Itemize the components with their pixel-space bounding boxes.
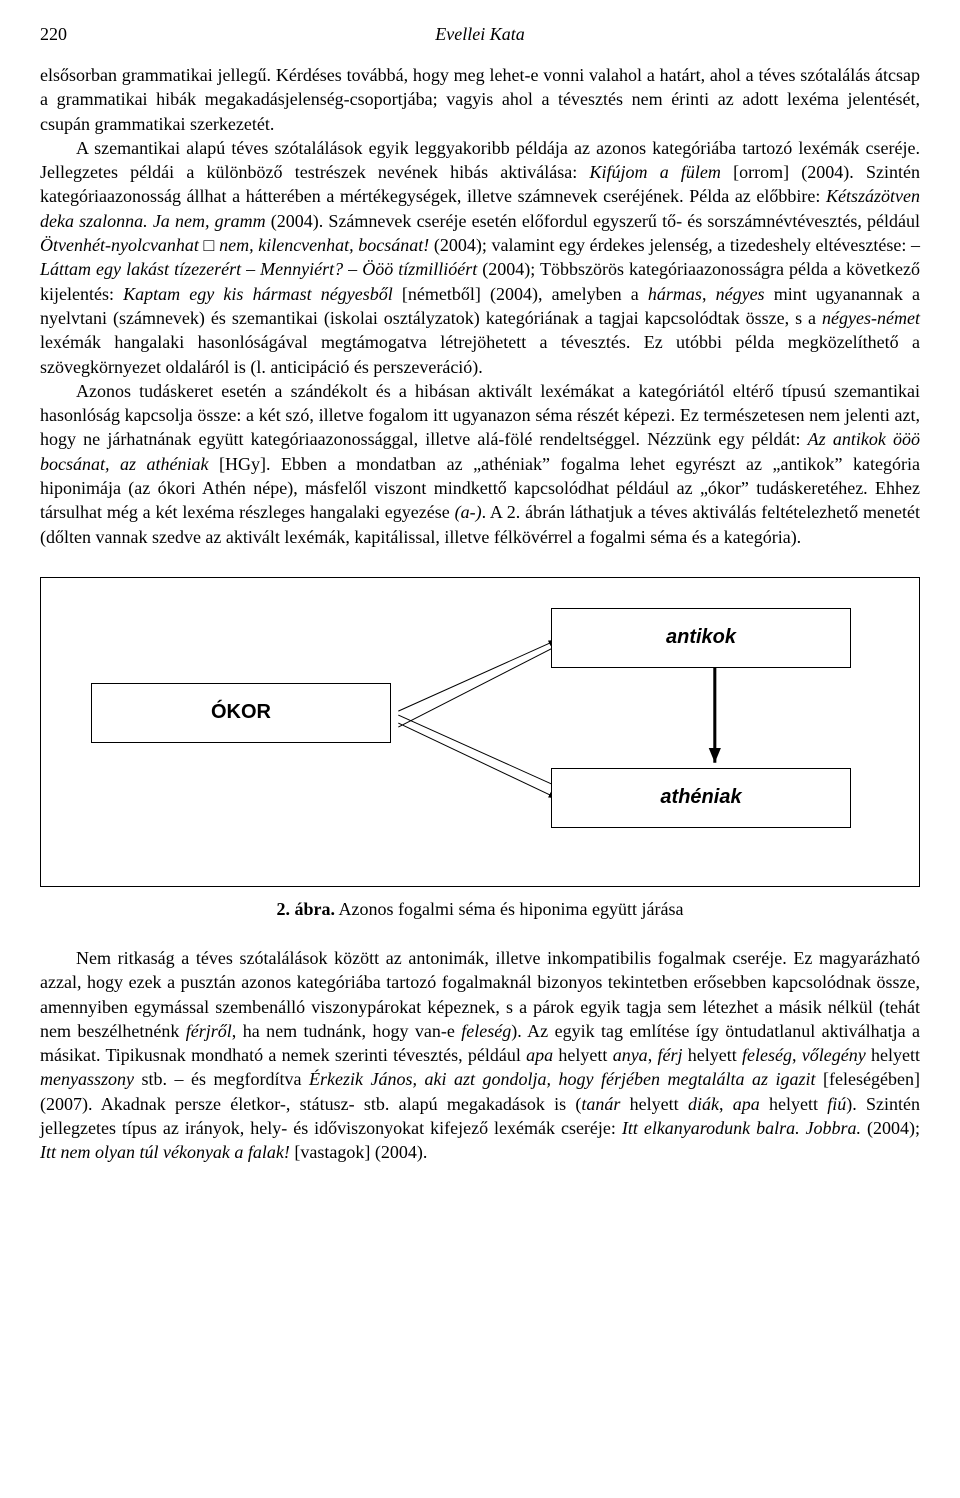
p2h: Láttam egy lakást tízezerért – Mennyiért…: [40, 259, 477, 279]
p4t: tanár: [581, 1094, 620, 1114]
page-header: 220 Evellei Kata: [40, 24, 920, 45]
edge-okor-antikok-1: [398, 640, 557, 712]
p4c: , ha nem tudnánk, hogy van-e: [232, 1021, 461, 1041]
node-antikok: antikok: [551, 608, 851, 668]
p2p: négyes-német: [822, 308, 920, 328]
p4ae: [vastagok] (2004).: [290, 1142, 427, 1162]
p1-text: elsősorban grammatikai jellegű. Kérdéses…: [40, 65, 920, 134]
p2j: Kaptam egy kis hármast négyesből: [123, 284, 393, 304]
p2g: (2004); valamint egy érdekes jelenség, a…: [429, 235, 920, 255]
p4y: helyett: [760, 1094, 828, 1114]
p4p: menyasszony: [40, 1069, 134, 1089]
p2q: lexémák hangalaki hasonlóságával megtámo…: [40, 332, 920, 376]
figure-2-diagram: ÓKOR antikok athéniak: [40, 577, 920, 887]
node-okor: ÓKOR: [91, 683, 391, 743]
p4ac: (2004);: [861, 1118, 920, 1138]
p4q: stb. – és megfordítva: [134, 1069, 309, 1089]
body-text-2: Nem ritkaság a téves szótalálások között…: [40, 946, 920, 1165]
p2f: Ötvenhét-nyolcvanhat □ nem, kilencvenhat…: [40, 235, 429, 255]
page-number: 220: [40, 24, 100, 45]
p2l: hármas: [648, 284, 702, 304]
p4r: Érkezik János, aki azt gondolja, hogy fé…: [309, 1069, 816, 1089]
p4z: fiú: [827, 1094, 846, 1114]
node-atheniak-label: athéniak: [660, 786, 741, 809]
p3a: Azonos tudáskeret esetén a szándékolt és…: [40, 381, 920, 450]
p2n: négyes: [716, 284, 765, 304]
p4w: ,: [719, 1094, 733, 1114]
p4h: anya: [613, 1045, 648, 1065]
p4ab: Itt elkanyarodunk balra. Jobbra.: [622, 1118, 861, 1138]
p4m: ,: [792, 1045, 802, 1065]
p4d: feleség: [461, 1021, 511, 1041]
p4u: helyett: [620, 1094, 688, 1114]
p2b: Kifújom a fülem: [589, 162, 720, 182]
p4v: diák: [688, 1094, 719, 1114]
node-okor-label: ÓKOR: [211, 701, 271, 724]
figure-2-caption-text: Azonos fogalmi séma és hiponima együtt j…: [335, 899, 683, 919]
node-atheniak: athéniak: [551, 768, 851, 828]
figure-2-caption: 2. ábra. Azonos fogalmi séma és hiponima…: [40, 899, 920, 920]
p3d: (a-): [455, 502, 482, 522]
p4f: apa: [526, 1045, 553, 1065]
paragraph-1: elsősorban grammatikai jellegű. Kérdéses…: [40, 63, 920, 136]
p4k: helyett: [682, 1045, 742, 1065]
paragraph-4: Nem ritkaság a téves szótalálások között…: [40, 946, 920, 1165]
p4j: férj: [657, 1045, 682, 1065]
paragraph-3: Azonos tudáskeret esetén a szándékolt és…: [40, 379, 920, 549]
body-text: elsősorban grammatikai jellegű. Kérdéses…: [40, 63, 920, 549]
p2e: (2004). Számnevek cseréje esetén előford…: [266, 211, 920, 231]
p2k: [németből] (2004), amelyben a: [393, 284, 648, 304]
p2m: ,: [702, 284, 716, 304]
edge-okor-atheniak-1: [398, 715, 557, 787]
page-container: 220 Evellei Kata elsősorban grammatikai …: [0, 0, 960, 1205]
p4i: ,: [648, 1045, 658, 1065]
p4b: férjről: [186, 1021, 232, 1041]
p4l: feleség: [742, 1045, 792, 1065]
header-author: Evellei Kata: [100, 24, 860, 45]
edge-okor-atheniak-2: [398, 723, 557, 799]
node-antikok-label: antikok: [666, 626, 736, 649]
figure-2-caption-label: 2. ábra.: [277, 899, 336, 919]
paragraph-2: A szemantikai alapú téves szótalálások e…: [40, 136, 920, 379]
p4ad: Itt nem olyan túl vékonyak a falak!: [40, 1142, 290, 1162]
p4o: helyett: [866, 1045, 920, 1065]
edge-okor-antikok-2: [398, 645, 557, 726]
p4n: vőlegény: [802, 1045, 866, 1065]
p4g: helyett: [553, 1045, 613, 1065]
p4x: apa: [733, 1094, 760, 1114]
